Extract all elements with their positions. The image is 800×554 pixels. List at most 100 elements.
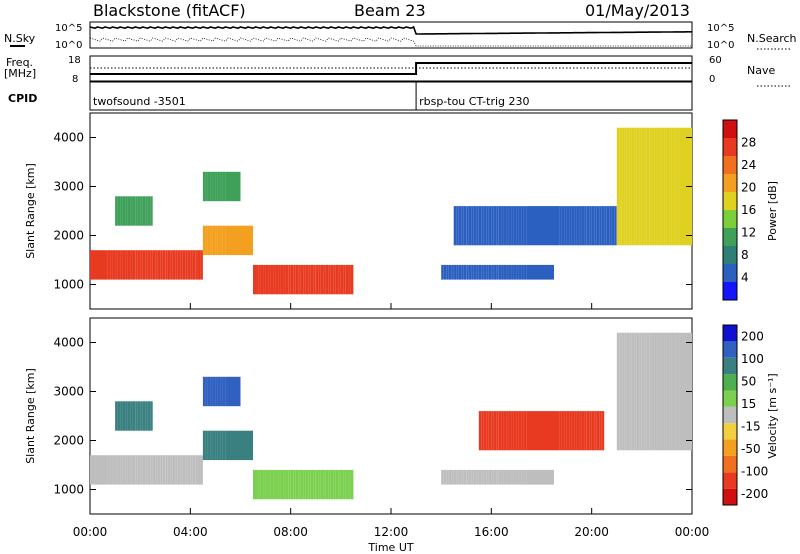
- echo-cell: [496, 469, 499, 485]
- echo-cell: [441, 264, 444, 280]
- echo-cell: [122, 401, 126, 431]
- echo-cell: [544, 206, 547, 246]
- echo-cell: [120, 401, 123, 431]
- echo-cell: [682, 332, 685, 451]
- nave-bottom-tick: 0: [709, 74, 715, 85]
- echo-cell: [167, 250, 171, 280]
- echo-cell: [212, 376, 216, 407]
- echo-cell: [609, 206, 612, 246]
- echo-cell: [539, 411, 542, 451]
- echo-cell: [150, 196, 153, 226]
- echo-cell: [263, 469, 266, 500]
- echo-cell: [318, 469, 321, 500]
- echo-cell: [238, 430, 241, 461]
- echo-cell: [145, 196, 148, 226]
- nsearch-top-tick: 10^5: [707, 23, 734, 34]
- echo-cell: [546, 411, 549, 451]
- echo-cell: [217, 376, 221, 407]
- echo-cell: [120, 196, 123, 226]
- echo-cell: [513, 206, 517, 246]
- echo-cell: [115, 196, 118, 226]
- echo-cell: [639, 332, 642, 451]
- echo-cell: [313, 469, 316, 500]
- echo-cell: [102, 250, 105, 280]
- echo-cell: [137, 250, 141, 280]
- echo-cell: [260, 469, 264, 500]
- echo-cell: [676, 332, 680, 451]
- echo-cell: [147, 196, 151, 226]
- x-axis-label: Time UT: [367, 541, 413, 554]
- echo-cell: [463, 206, 467, 246]
- echo-cell: [476, 469, 479, 485]
- echo-cell: [473, 264, 477, 280]
- echo-cell: [549, 469, 552, 485]
- echo-cell: [629, 332, 632, 451]
- echo-cell: [130, 455, 133, 485]
- echo-cell: [466, 264, 469, 280]
- echo-cell: [506, 206, 509, 246]
- echo-cell: [576, 411, 580, 451]
- echo-cell: [549, 206, 552, 246]
- echo-cell: [180, 455, 183, 485]
- echo-cell: [629, 127, 632, 246]
- echo-cell: [669, 127, 672, 246]
- echo-cell: [255, 264, 258, 295]
- echo-cell: [471, 264, 474, 280]
- echo-cell: [666, 127, 670, 246]
- echo-cell: [180, 250, 183, 280]
- x-tick-label: 00:00: [675, 525, 710, 539]
- echo-cell: [488, 264, 492, 280]
- echo-cell: [323, 264, 326, 295]
- echo-cell: [586, 206, 590, 246]
- echo-cell: [225, 376, 228, 407]
- echo-cell: [566, 206, 570, 246]
- echo-cell: [486, 206, 489, 246]
- echo-cell: [228, 376, 231, 407]
- echo-cell: [273, 264, 276, 295]
- echo-cell: [549, 264, 552, 280]
- echo-cell: [202, 225, 206, 256]
- echo-cell: [491, 206, 494, 246]
- echo-cell: [215, 430, 218, 461]
- echo-cell: [220, 430, 223, 461]
- echo-cell: [508, 411, 512, 451]
- echo-cell: [212, 430, 216, 461]
- echo-cell: [441, 469, 444, 485]
- echo-cell: [280, 264, 284, 295]
- x-tick-label: 16:00: [474, 525, 509, 539]
- echo-cell: [539, 206, 542, 246]
- echo-cell: [222, 430, 226, 461]
- y-tick-label: 4000: [53, 336, 84, 350]
- nave-label: Nave: [747, 64, 775, 77]
- echo-cell: [130, 250, 133, 280]
- echo-cell: [140, 401, 143, 431]
- y-tick-label: 4000: [53, 131, 84, 145]
- echo-cell: [626, 332, 630, 451]
- echo-cell: [518, 206, 522, 246]
- echo-cell: [606, 206, 610, 246]
- echo-cell: [325, 469, 329, 500]
- echo-cell: [202, 376, 206, 407]
- echo-cell: [127, 250, 131, 280]
- echo-cell: [639, 127, 642, 246]
- echo-cell: [574, 206, 577, 246]
- echo-cell: [591, 411, 595, 451]
- echo-cell: [117, 455, 121, 485]
- echo-cell: [127, 401, 131, 431]
- echo-cell: [245, 225, 248, 256]
- echo-cell: [290, 264, 294, 295]
- colorbar-step: [723, 174, 737, 192]
- echo-cell: [172, 455, 176, 485]
- echo-cell: [230, 225, 233, 256]
- echo-cell: [205, 225, 208, 256]
- echo-cell: [498, 411, 502, 451]
- colorbar-step: [723, 423, 737, 440]
- echo-cell: [298, 469, 301, 500]
- echo-cell: [488, 411, 492, 451]
- echo-cell: [235, 225, 238, 256]
- echo-cell: [135, 401, 138, 431]
- echo-cell: [516, 469, 519, 485]
- echo-cell: [315, 469, 319, 500]
- echo-cell: [544, 469, 547, 485]
- echo-cell: [601, 206, 605, 246]
